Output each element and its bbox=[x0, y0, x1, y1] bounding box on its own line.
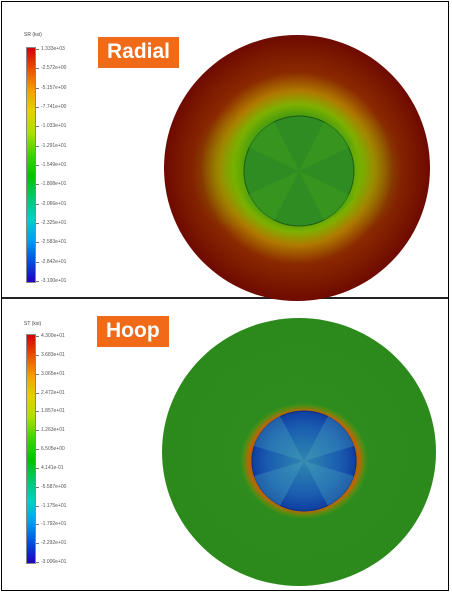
colorbar-tick-label: -1.033e+01 bbox=[35, 123, 67, 130]
colorbar-tick-label: -5.157e+00 bbox=[35, 84, 67, 91]
colorbar-tick-label: -1.808e+01 bbox=[35, 181, 67, 188]
colorbar-tick-label: -1.792e+01 bbox=[35, 521, 67, 528]
colorbar-tick-label: 2.472e+01 bbox=[36, 389, 65, 396]
hoop-contour-plot bbox=[162, 318, 436, 586]
colorbar-tick-label: -2.066e+01 bbox=[35, 200, 67, 207]
radial-legend-title: SR (ksi) bbox=[24, 32, 42, 38]
radial-inner-inclusion bbox=[243, 115, 355, 227]
hoop-label: Hoop bbox=[97, 316, 169, 347]
colorbar-tick-label: 3.683e+01 bbox=[36, 351, 65, 358]
panel-divider bbox=[2, 297, 448, 299]
hoop-colorbar bbox=[26, 334, 36, 564]
radial-contour-plot bbox=[164, 35, 430, 301]
radial-side-lobe-left bbox=[192, 111, 272, 231]
colorbar-tick-label: -1.549e+01 bbox=[35, 162, 67, 168]
colorbar-tick-label: 4.300e+01 bbox=[36, 333, 65, 339]
hoop-inclusion-sectors bbox=[254, 416, 354, 506]
colorbar-tick-label: 6.505e+00 bbox=[36, 446, 65, 452]
colorbar-tick-label: -2.292e+01 bbox=[35, 540, 67, 547]
colorbar-tick-label: -2.842e+01 bbox=[35, 258, 67, 265]
radial-colorbar bbox=[26, 47, 36, 283]
colorbar-tick-label: -2.325e+01 bbox=[35, 220, 67, 226]
colorbar-tick-label: 1.333e+03 bbox=[36, 46, 65, 52]
colorbar-tick-label: -3.006e+01 bbox=[35, 559, 67, 565]
colorbar-tick-label: -7.741e+00 bbox=[35, 104, 67, 110]
colorbar-tick-label: -1.175e+01 bbox=[35, 502, 67, 509]
radial-label: Radial bbox=[98, 37, 180, 68]
colorbar-tick-label: -3.100e+01 bbox=[35, 278, 67, 284]
colorbar-tick-label: 3.065e+01 bbox=[36, 370, 65, 377]
colorbar-tick-label: -1.291e+01 bbox=[35, 142, 67, 149]
hoop-inner-inclusion bbox=[251, 410, 357, 512]
colorbar-tick-label: 1.857e+01 bbox=[36, 408, 65, 415]
hoop-panel: ST (ksi) Hoop bbox=[2, 299, 448, 593]
hoop-legend-title: ST (ksi) bbox=[24, 321, 42, 327]
radial-inclusion-sectors bbox=[244, 122, 354, 220]
colorbar-tick-label: -5.587e+00 bbox=[35, 483, 67, 490]
colorbar-tick-label: 4.141e-01 bbox=[36, 464, 64, 471]
colorbar-tick-label: -2.572e+00 bbox=[35, 65, 67, 72]
colorbar-tick-label: -2.583e+01 bbox=[35, 239, 67, 246]
colorbar-tick-label: 1.263e+01 bbox=[36, 427, 65, 434]
radial-panel: SR (ksi) Radial 1. bbox=[2, 2, 448, 301]
